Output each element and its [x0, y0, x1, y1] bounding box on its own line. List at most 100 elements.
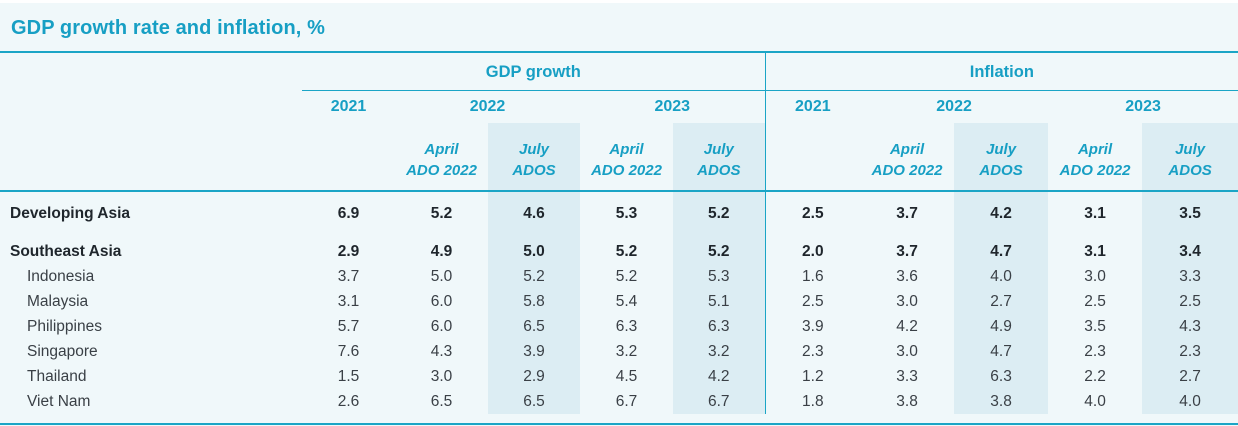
inflation-year-2022: 2022: [936, 98, 972, 115]
value-cell: 3.6: [896, 267, 918, 285]
table-row-southeast-asia: Southeast Asia 2.9 4.9 5.0 5.2 5.2 2.0 3…: [0, 239, 1238, 264]
value-cell: 6.9: [337, 205, 360, 222]
value-cell: 4.2: [954, 191, 1049, 239]
row-label: Philippines: [27, 317, 102, 335]
table-row-malaysia: Malaysia 3.1 6.0 5.8 5.4 5.1 2.5 3.0 2.7…: [0, 289, 1238, 314]
value-cell: 4.0: [954, 264, 1049, 289]
row-label: Malaysia: [27, 292, 89, 310]
value-cell: 3.1: [337, 292, 360, 310]
value-cell: 1.2: [764, 364, 861, 389]
value-cell: 3.7: [896, 243, 918, 260]
value-cell: 5.3: [615, 205, 638, 222]
value-cell: 2.3: [1084, 342, 1106, 360]
value-cell: 3.4: [1142, 239, 1238, 264]
value-cell: 6.5: [488, 389, 580, 414]
value-cell: 3.2: [615, 342, 638, 360]
gdp-year-2022: 2022: [469, 98, 506, 115]
value-cell: 5.2: [615, 267, 638, 285]
gdp-inflation-table: GDP growth Inflation 2021 2022 2023 2021…: [0, 51, 1238, 414]
value-cell: 6.0: [430, 317, 453, 335]
gdp-year-2023: 2023: [654, 98, 691, 115]
value-cell: 3.7: [337, 267, 360, 285]
value-cell: 2.6: [337, 392, 360, 410]
value-cell: 4.6: [488, 191, 580, 239]
table-row-thailand: Thailand 1.5 3.0 2.9 4.5 4.2 1.2 3.3 6.3…: [0, 364, 1238, 389]
value-cell: 5.8: [488, 289, 580, 314]
value-cell: 4.7: [954, 339, 1049, 364]
bottom-rule: [0, 423, 1238, 425]
value-cell: 2.5: [1142, 289, 1238, 314]
value-cell: 2.5: [764, 289, 861, 314]
table-row-singapore: Singapore 7.6 4.3 3.9 3.2 3.2 2.3 3.0 4.…: [0, 339, 1238, 364]
value-cell: 4.0: [1084, 392, 1106, 410]
value-cell: 5.2: [673, 239, 766, 264]
value-cell: 5.2: [430, 205, 453, 222]
group-header-row: GDP growth Inflation: [0, 52, 1238, 91]
value-cell: 3.1: [1084, 205, 1106, 222]
gdp-2022-july-ados-header: July ADOS: [488, 123, 580, 192]
value-cell: 3.2: [673, 339, 766, 364]
value-cell: 5.0: [488, 239, 580, 264]
value-cell: 2.7: [1142, 364, 1238, 389]
table-row-viet-nam: Viet Nam 2.6 6.5 6.5 6.7 6.7 1.8 3.8 3.8…: [0, 389, 1238, 414]
value-cell: 5.1: [673, 289, 766, 314]
top-border-strip: [0, 0, 1238, 3]
value-cell: 4.9: [954, 314, 1049, 339]
inflation-year-2021: 2021: [764, 90, 861, 123]
year-header-row: 2021 2022 2023 2021 2022 2023: [0, 90, 1238, 123]
value-cell: 1.5: [337, 367, 360, 385]
value-cell: 4.7: [954, 239, 1049, 264]
gdp-2023-april-ado-header: April ADO 2022: [580, 123, 673, 192]
value-cell: 5.3: [673, 264, 766, 289]
value-cell: 3.3: [1142, 264, 1238, 289]
value-cell: 3.0: [896, 292, 918, 310]
value-cell: 3.9: [488, 339, 580, 364]
value-cell: 6.0: [430, 292, 453, 310]
value-cell: 6.7: [615, 392, 638, 410]
subheader-row: April ADO 2022 July ADOS April ADO 2022 …: [0, 123, 1238, 192]
inflation-2023-april-ado-header: April ADO 2022: [1048, 123, 1143, 192]
value-cell: 5.7: [337, 317, 360, 335]
row-label: Thailand: [27, 367, 87, 385]
value-cell: 4.3: [1142, 314, 1238, 339]
value-cell: 5.2: [615, 243, 638, 260]
value-cell: 5.0: [430, 267, 453, 285]
value-cell: 3.7: [896, 205, 918, 222]
column-group-gdp-growth: GDP growth: [302, 52, 766, 91]
table-row-philippines: Philippines 5.7 6.0 6.5 6.3 6.3 3.9 4.2 …: [0, 314, 1238, 339]
value-cell: 4.9: [430, 243, 453, 260]
value-cell: 6.3: [673, 314, 766, 339]
value-cell: 4.5: [615, 367, 638, 385]
value-cell: 6.5: [430, 392, 453, 410]
gdp-year-2021: 2021: [330, 98, 367, 115]
value-cell: 2.7: [954, 289, 1049, 314]
inflation-2023-july-ados-header: July ADOS: [1142, 123, 1238, 192]
row-label: Singapore: [27, 342, 98, 360]
value-cell: 5.2: [488, 264, 580, 289]
value-cell: 7.6: [337, 342, 360, 360]
value-cell: 3.0: [1084, 267, 1106, 285]
value-cell: 6.3: [954, 364, 1049, 389]
value-cell: 5.2: [673, 191, 766, 239]
value-cell: 3.8: [954, 389, 1049, 414]
value-cell: 2.0: [764, 239, 861, 264]
row-label: Indonesia: [27, 267, 95, 285]
value-cell: 3.0: [430, 367, 453, 385]
value-cell: 4.3: [430, 342, 453, 360]
value-cell: 1.6: [764, 264, 861, 289]
row-label: Southeast Asia: [10, 243, 122, 260]
row-label: Viet Nam: [27, 392, 91, 410]
title-bar: GDP growth rate and inflation, %: [0, 3, 1238, 51]
column-group-inflation: Inflation: [764, 52, 1238, 91]
value-cell: 2.3: [1142, 339, 1238, 364]
inflation-2022-july-ados-header: July ADOS: [954, 123, 1049, 192]
value-cell: 3.5: [1142, 191, 1238, 239]
value-cell: 4.2: [673, 364, 766, 389]
value-cell: 3.5: [1084, 317, 1106, 335]
value-cell: 2.9: [488, 364, 580, 389]
value-cell: 6.5: [488, 314, 580, 339]
inflation-year-2023: 2023: [1125, 98, 1161, 115]
value-cell: 2.9: [337, 243, 360, 260]
value-cell: 2.2: [1084, 367, 1106, 385]
inflation-2022-april-ado-header: April ADO 2022: [860, 123, 955, 192]
